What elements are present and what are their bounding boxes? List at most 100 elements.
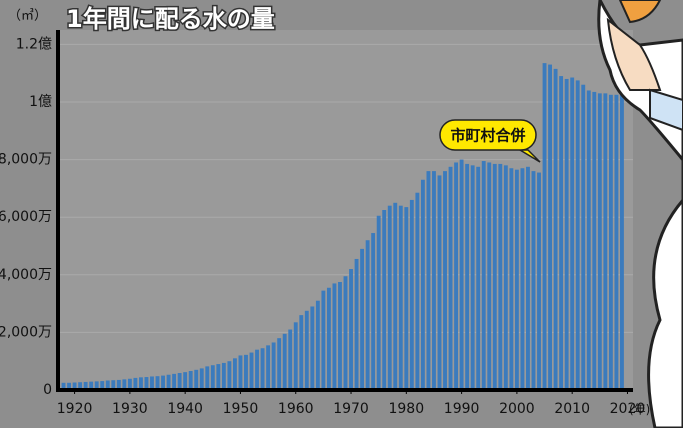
chart: 1年間に配る水の量 （㎥） (年) 市町村合併 02,000万4,000万6,0… bbox=[0, 0, 683, 428]
bar bbox=[426, 171, 430, 390]
x-tick-label: 1980 bbox=[388, 401, 424, 417]
y-tick-label: 4,000万 bbox=[0, 267, 52, 283]
bar bbox=[305, 311, 309, 390]
bar bbox=[554, 69, 558, 390]
bar bbox=[366, 240, 370, 390]
bar bbox=[266, 345, 270, 390]
bar bbox=[371, 233, 375, 390]
bar bbox=[194, 370, 198, 390]
bar bbox=[415, 193, 419, 390]
bar bbox=[222, 363, 226, 390]
bar bbox=[570, 78, 574, 390]
bar bbox=[283, 334, 287, 390]
x-tick-label: 1930 bbox=[112, 401, 148, 417]
bar bbox=[399, 206, 403, 390]
chart-title: 1年間に配る水の量 bbox=[66, 5, 275, 33]
bar bbox=[189, 371, 193, 390]
y-unit: （㎥） bbox=[8, 9, 47, 24]
y-tick-label: 0 bbox=[43, 382, 52, 398]
bar bbox=[493, 164, 497, 390]
bar bbox=[310, 306, 314, 390]
annotation: 市町村合併 bbox=[450, 127, 525, 145]
y-tick-label: 2,000万 bbox=[0, 324, 52, 340]
bar bbox=[272, 342, 276, 390]
bar bbox=[476, 167, 480, 390]
bar bbox=[216, 364, 220, 390]
bar bbox=[156, 376, 160, 390]
x-tick-label: 2020 bbox=[610, 401, 646, 417]
bar bbox=[443, 171, 447, 390]
bar bbox=[421, 180, 425, 390]
bar bbox=[471, 165, 475, 390]
bar bbox=[465, 164, 469, 390]
x-tick-label: 1950 bbox=[223, 401, 259, 417]
bar bbox=[410, 200, 414, 390]
bar bbox=[487, 162, 491, 390]
bar bbox=[167, 375, 171, 390]
bar bbox=[537, 173, 541, 390]
bar bbox=[261, 348, 265, 390]
bar bbox=[559, 76, 563, 390]
bar bbox=[183, 372, 187, 390]
x-tick-label: 1970 bbox=[333, 401, 369, 417]
bar bbox=[603, 93, 607, 390]
bar bbox=[333, 283, 337, 390]
bar bbox=[178, 373, 182, 390]
bar bbox=[239, 355, 243, 390]
bar bbox=[614, 95, 618, 390]
y-tick-label: 8,000万 bbox=[0, 152, 52, 168]
y-tick-label: 1.2億 bbox=[16, 36, 52, 52]
bar bbox=[504, 165, 508, 390]
bar bbox=[233, 358, 237, 390]
bar bbox=[211, 365, 215, 390]
bar bbox=[543, 63, 547, 390]
bar bbox=[355, 259, 359, 390]
x-tick-label: 1960 bbox=[278, 401, 314, 417]
bar bbox=[338, 282, 342, 390]
bar bbox=[581, 85, 585, 390]
bar bbox=[498, 164, 502, 390]
bar bbox=[509, 168, 513, 390]
bar bbox=[592, 92, 596, 390]
bar bbox=[460, 160, 464, 390]
y-tick-label: 1億 bbox=[29, 94, 52, 110]
bar bbox=[393, 203, 397, 390]
bar bbox=[200, 368, 204, 390]
bar bbox=[404, 207, 408, 390]
bar bbox=[172, 374, 176, 390]
x-tick-label: 1920 bbox=[57, 401, 93, 417]
bar bbox=[620, 95, 624, 390]
bar bbox=[277, 338, 281, 390]
x-tick-label: 1990 bbox=[444, 401, 480, 417]
bar bbox=[388, 206, 392, 390]
bar bbox=[250, 353, 254, 390]
bar bbox=[244, 355, 248, 390]
bar bbox=[299, 315, 303, 390]
bar bbox=[344, 276, 348, 390]
x-tick-label: 2010 bbox=[554, 401, 590, 417]
bar bbox=[526, 167, 530, 390]
bar bbox=[576, 80, 580, 390]
character-hair bbox=[620, 0, 660, 22]
bar bbox=[382, 210, 386, 390]
bar bbox=[565, 79, 569, 390]
bar bbox=[294, 322, 298, 390]
bar bbox=[288, 330, 292, 390]
bar bbox=[377, 216, 381, 390]
bar bbox=[438, 175, 442, 390]
bar bbox=[321, 291, 325, 390]
bar bbox=[482, 161, 486, 390]
bar bbox=[532, 171, 536, 390]
bar bbox=[360, 249, 364, 390]
bar bbox=[520, 168, 524, 390]
bar bbox=[609, 95, 613, 390]
bar bbox=[316, 301, 320, 390]
bar bbox=[255, 350, 259, 390]
bar bbox=[349, 269, 353, 390]
bar bbox=[161, 376, 165, 390]
bar bbox=[454, 162, 458, 390]
bar bbox=[598, 93, 602, 390]
bar bbox=[449, 167, 453, 390]
bar bbox=[515, 170, 519, 390]
y-tick-label: 6,000万 bbox=[0, 209, 52, 225]
